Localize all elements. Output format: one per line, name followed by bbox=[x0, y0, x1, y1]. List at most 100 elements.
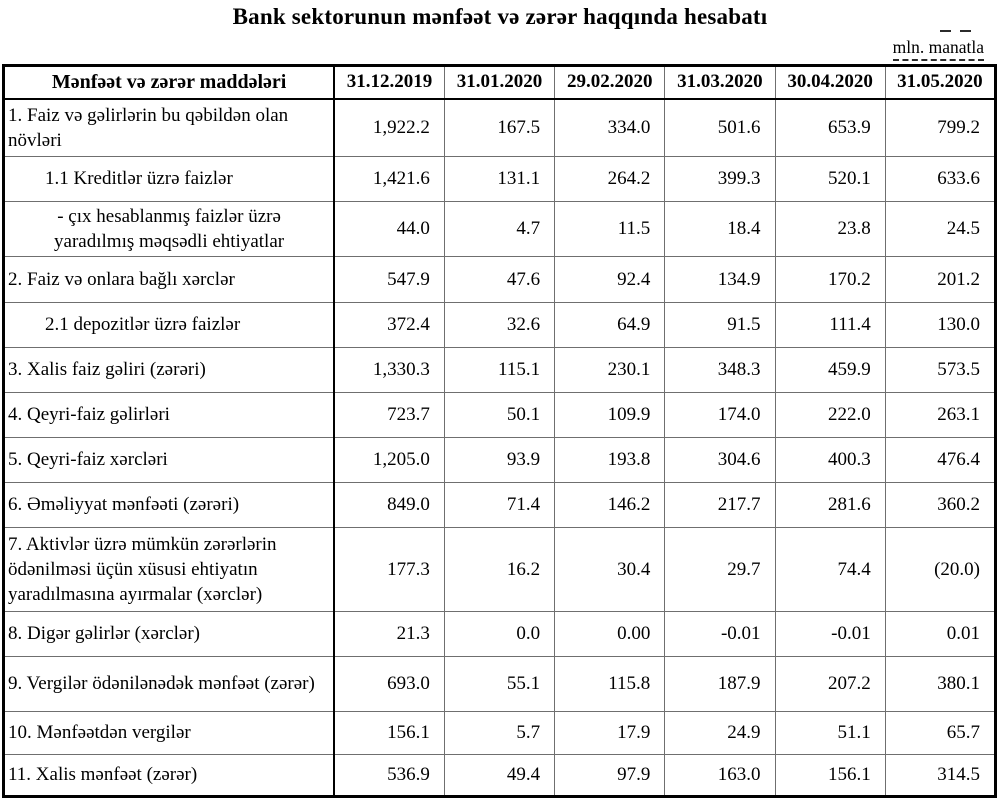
value-cell: 130.0 bbox=[884, 302, 998, 348]
value-cell: 0.0 bbox=[443, 611, 556, 657]
value-cell: -0.01 bbox=[664, 611, 776, 657]
table-row: 6. Əməliyyat mənfəəti (zərəri) 849.0 71.4 1… bbox=[2, 482, 998, 528]
unit-note: mln. manatla bbox=[892, 37, 984, 61]
value-cell: 50.1 bbox=[443, 392, 556, 438]
table-row: 9. Vergilər ödənilənədək mənfəət (zərər)… bbox=[2, 656, 998, 712]
row-label: 9. Vergilər ödənilənədək mənfəət (zərər) bbox=[2, 656, 336, 712]
header-label: Mənfəət və zərər maddələri bbox=[2, 64, 336, 100]
value-cell: 0.01 bbox=[884, 611, 998, 657]
row-label: 5. Qeyri-faiz xərcləri bbox=[2, 437, 336, 483]
value-cell: 115.8 bbox=[554, 656, 666, 712]
value-cell: 187.9 bbox=[664, 656, 776, 712]
value-cell: 334.0 bbox=[554, 98, 666, 157]
header-date: 31.03.2020 bbox=[664, 64, 776, 100]
value-cell: 74.4 bbox=[774, 527, 886, 612]
table-row: 4. Qeyri-faiz gəlirləri 723.7 50.1 109.9 174… bbox=[2, 392, 998, 438]
value-cell: 177.3 bbox=[333, 527, 445, 612]
value-cell: 16.2 bbox=[443, 527, 556, 612]
row-label: 7. Aktivlər üzrə mümkün zərərlərin ödəni… bbox=[2, 527, 336, 612]
value-cell: 1,922.2 bbox=[333, 98, 445, 157]
value-cell: 217.7 bbox=[664, 482, 776, 528]
value-cell: 1,421.6 bbox=[333, 156, 445, 202]
value-cell: 174.0 bbox=[664, 392, 776, 438]
value-cell: 49.4 bbox=[443, 754, 556, 798]
value-cell: 4.7 bbox=[443, 201, 556, 257]
table-header: Mənfəət və zərər maddələri 31.12.2019 31… bbox=[2, 64, 997, 100]
row-label: - çıx hesablanmış faizlər üzrə yaradılmı… bbox=[2, 201, 336, 257]
profit-loss-table: Mənfəət və zərər maddələri 31.12.2019 31… bbox=[2, 64, 998, 798]
value-cell: 222.0 bbox=[774, 392, 886, 438]
value-cell: 21.3 bbox=[333, 611, 445, 657]
table-row: 3. Xalis faiz gəliri (zərəri) 1,330.3 115.… bbox=[2, 347, 998, 393]
value-cell: 30.4 bbox=[554, 527, 666, 612]
value-cell: 24.9 bbox=[664, 711, 776, 755]
value-cell: 653.9 bbox=[774, 98, 886, 157]
page-title: Bank sektorunun mənfəət və zərər haqqınd… bbox=[232, 4, 768, 29]
value-cell: 399.3 bbox=[664, 156, 776, 202]
value-cell: 55.1 bbox=[443, 656, 556, 712]
value-cell: 32.6 bbox=[443, 302, 556, 348]
value-cell: 11.5 bbox=[554, 201, 666, 257]
value-cell: 64.9 bbox=[554, 302, 666, 348]
value-cell: 115.1 bbox=[443, 347, 556, 393]
value-cell: 23.8 bbox=[774, 201, 886, 257]
value-cell: 281.6 bbox=[774, 482, 886, 528]
value-cell: 109.9 bbox=[554, 392, 666, 438]
overline-dash-icon bbox=[960, 30, 972, 32]
value-cell: 1,205.0 bbox=[333, 437, 445, 483]
header-row: Mənfəət və zərər maddələri 31.12.2019 31… bbox=[2, 64, 997, 100]
value-cell: 111.4 bbox=[774, 302, 886, 348]
table-row: 10. Mənfəətdən vergilər 156.1 5.7 17.9 24.9 5… bbox=[2, 711, 998, 755]
row-label: 8. Digər gəlirlər (xərclər) bbox=[2, 611, 336, 657]
value-cell: 18.4 bbox=[664, 201, 776, 257]
value-cell: 93.9 bbox=[443, 437, 556, 483]
table-row: 2. Faiz və onlara bağlı xərclər 547.9 47.6… bbox=[2, 256, 998, 303]
table-row: 1.1 Kreditlər üzrə faizlər 1,421.6 131.1 26… bbox=[2, 156, 998, 202]
row-label: 11. Xalis mənfəət (zərər) bbox=[2, 754, 336, 798]
value-cell: 573.5 bbox=[884, 347, 998, 393]
value-cell: 400.3 bbox=[774, 437, 886, 483]
value-cell: 348.3 bbox=[664, 347, 776, 393]
value-cell: 501.6 bbox=[664, 98, 776, 157]
value-cell: 372.4 bbox=[333, 302, 445, 348]
value-cell: 47.6 bbox=[443, 256, 556, 303]
table-row: 11. Xalis mənfəət (zərər) 536.9 49.4 97.9 16… bbox=[2, 754, 998, 798]
value-cell: 146.2 bbox=[554, 482, 666, 528]
header-date: 30.04.2020 bbox=[774, 64, 886, 100]
value-cell: 65.7 bbox=[884, 711, 998, 755]
value-cell: 170.2 bbox=[774, 256, 886, 303]
row-label: 3. Xalis faiz gəliri (zərəri) bbox=[2, 347, 336, 393]
value-cell: 264.2 bbox=[554, 156, 666, 202]
value-cell: (20.0) bbox=[884, 527, 998, 612]
value-cell: 134.9 bbox=[664, 256, 776, 303]
value-cell: 92.4 bbox=[554, 256, 666, 303]
value-cell: 230.1 bbox=[554, 347, 666, 393]
value-cell: 163.0 bbox=[664, 754, 776, 798]
row-label: 6. Əməliyyat mənfəəti (zərəri) bbox=[2, 482, 336, 528]
value-cell: 547.9 bbox=[333, 256, 445, 303]
value-cell: 156.1 bbox=[774, 754, 886, 798]
value-cell: 24.5 bbox=[884, 201, 998, 257]
value-cell: -0.01 bbox=[774, 611, 886, 657]
value-cell: 314.5 bbox=[884, 754, 998, 798]
value-cell: 51.1 bbox=[774, 711, 886, 755]
table-body: 1. Faiz və gəlirlərin bu qəbildən olan n… bbox=[2, 98, 998, 798]
value-cell: 849.0 bbox=[333, 482, 445, 528]
value-cell: 167.5 bbox=[443, 98, 556, 157]
value-cell: 207.2 bbox=[774, 656, 886, 712]
row-label: 1. Faiz və gəlirlərin bu qəbildən olan n… bbox=[2, 98, 336, 157]
value-cell: 0.00 bbox=[554, 611, 666, 657]
table-row: 7. Aktivlər üzrə mümkün zərərlərin ödəni… bbox=[2, 527, 998, 612]
value-cell: 799.2 bbox=[884, 98, 998, 157]
value-cell: 156.1 bbox=[333, 711, 445, 755]
value-cell: 91.5 bbox=[664, 302, 776, 348]
value-cell: 193.8 bbox=[554, 437, 666, 483]
value-cell: 44.0 bbox=[333, 201, 445, 257]
value-cell: 5.7 bbox=[443, 711, 556, 755]
value-cell: 693.0 bbox=[333, 656, 445, 712]
value-cell: 1,330.3 bbox=[333, 347, 445, 393]
unit-note-wrap: mln. manatla bbox=[892, 30, 984, 61]
value-cell: 536.9 bbox=[333, 754, 445, 798]
value-cell: 304.6 bbox=[664, 437, 776, 483]
header-date: 29.02.2020 bbox=[554, 64, 666, 100]
